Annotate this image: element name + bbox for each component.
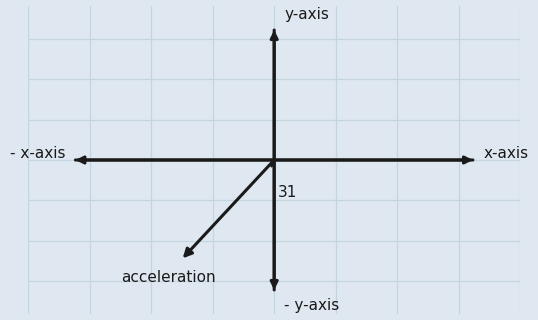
- Text: x-axis: x-axis: [483, 146, 528, 161]
- Text: y-axis: y-axis: [284, 7, 329, 22]
- Text: 31: 31: [278, 185, 298, 200]
- Text: - y-axis: - y-axis: [284, 298, 339, 313]
- Text: - x-axis: - x-axis: [10, 146, 65, 161]
- Text: acceleration: acceleration: [121, 270, 216, 285]
